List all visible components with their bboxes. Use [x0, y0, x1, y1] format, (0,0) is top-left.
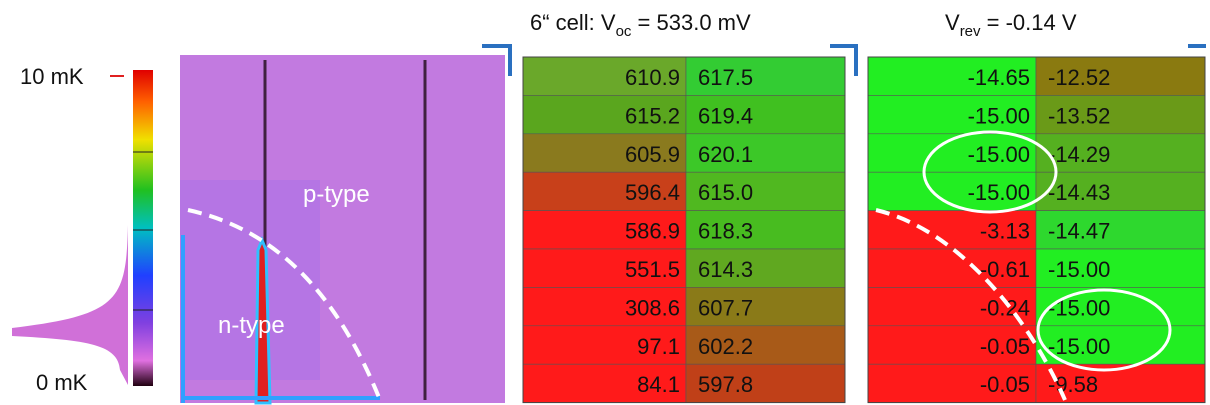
cell-value: -12.52 [1048, 65, 1110, 90]
cell-value: -0.05 [980, 334, 1030, 359]
cell-value: 617.5 [698, 65, 753, 90]
tables: 610.9 617.5 615.2 619.4 605.9 620.1 596.4 615.0… [523, 57, 1205, 403]
colorbar [133, 70, 153, 386]
cell-value: 308.6 [625, 295, 680, 320]
region-label: n-type [218, 312, 285, 339]
cell-value: 605.9 [625, 142, 680, 167]
cell-value: -14.65 [968, 65, 1030, 90]
cell-value: -15.00 [1048, 334, 1110, 359]
cell-value: 615.0 [698, 180, 753, 205]
cell-value: 551.5 [625, 257, 680, 282]
cell-value: 597.8 [698, 372, 753, 397]
cell-value: 618.3 [698, 219, 753, 244]
cell-value: -15.00 [968, 180, 1030, 205]
cell-value: 602.2 [698, 334, 753, 359]
vrev-title: Vrev = -0.14 V [945, 10, 1077, 40]
title-text: = -0.14 V [981, 10, 1077, 35]
cell-value: -15.00 [1048, 295, 1110, 320]
histogram [12, 225, 128, 385]
cell-value: 596.4 [625, 180, 680, 205]
voc-title: 6“ cell: Voc = 533.0 mV [530, 10, 751, 40]
title-sub: rev [960, 23, 981, 40]
cell-value: 586.9 [625, 219, 680, 244]
cell-value: 619.4 [698, 103, 753, 128]
cell-value: -15.00 [968, 103, 1030, 128]
cell-value: -14.43 [1048, 180, 1110, 205]
figure: 10 mK 0 mK p-type n-type 6“ cell: Voc = … [0, 0, 1210, 405]
colorbar-max-label: 10 mK [20, 64, 84, 89]
region-label: p-type [303, 181, 370, 208]
cell-value: 607.7 [698, 295, 753, 320]
page: 10 mK 0 mK p-type n-type 6“ cell: Voc = … [0, 0, 1210, 405]
cell-value: 84.1 [637, 372, 680, 397]
cell-value: -15.00 [968, 142, 1030, 167]
cell-value: -13.52 [1048, 103, 1110, 128]
colorbar-min-label: 0 mK [36, 370, 88, 395]
title-sub: oc [616, 23, 632, 40]
cell-value: -15.00 [1048, 257, 1110, 282]
image-shade [180, 180, 320, 380]
cell-value: 620.1 [698, 142, 753, 167]
cell-value: 610.9 [625, 65, 680, 90]
cell-value: 97.1 [637, 334, 680, 359]
cell-value: 615.2 [625, 103, 680, 128]
cell-value: 614.3 [698, 257, 753, 282]
cell-value: -14.47 [1048, 219, 1110, 244]
title-text: = 533.0 mV [631, 10, 751, 35]
cell-value: -3.13 [980, 219, 1030, 244]
cell-value: -14.29 [1048, 142, 1110, 167]
title-text: 6“ cell: V [530, 10, 616, 35]
cell-value: -0.05 [980, 372, 1030, 397]
title-text: V [945, 10, 960, 35]
cell-value: -0.61 [980, 257, 1030, 282]
